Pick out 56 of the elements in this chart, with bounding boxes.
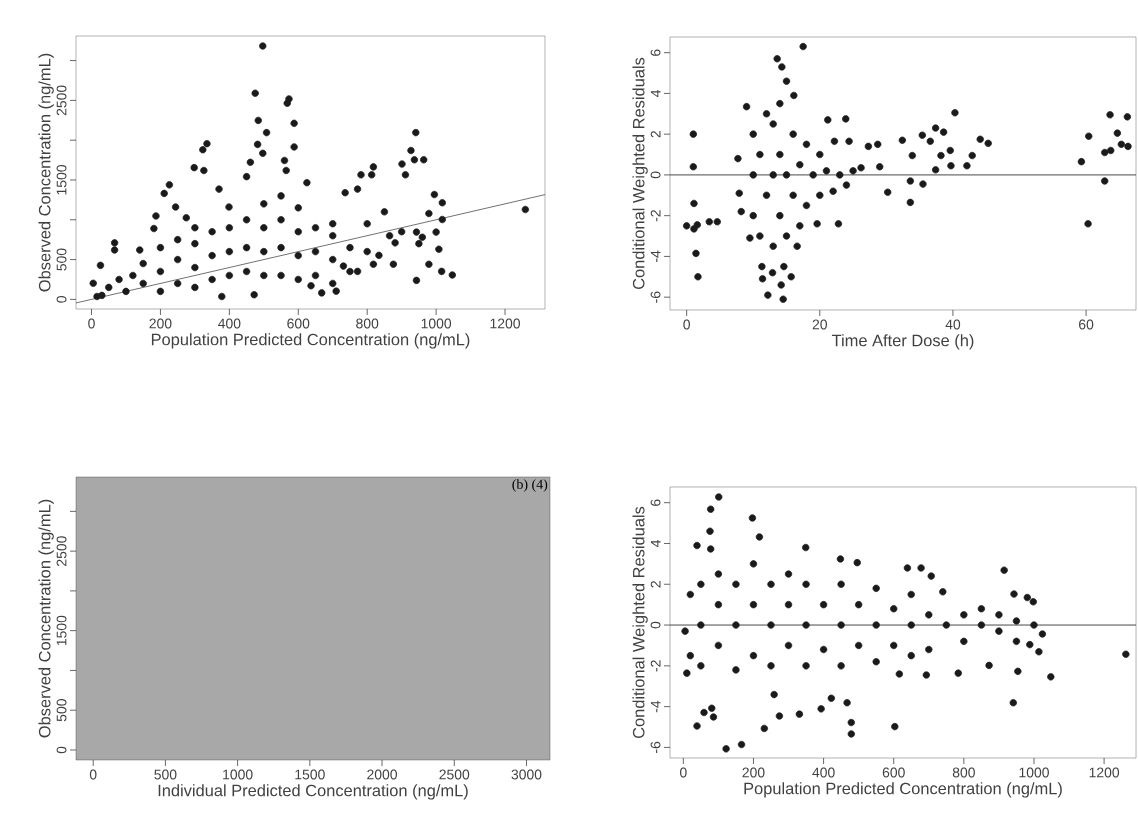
y-tick-label: 0 [56, 746, 67, 754]
x-tick-label: 3000 [511, 769, 542, 780]
x-tick-label: 60 [1079, 319, 1094, 330]
y-tick-label: -2 [650, 210, 661, 222]
y-tick-label: 0 [650, 621, 661, 629]
x-tick-label: 400 [812, 767, 835, 778]
y-tick-label: 0 [56, 296, 67, 303]
x-tick-label: 1000 [1019, 767, 1049, 778]
y-tick-label: 0 [650, 171, 661, 179]
y-tick-label: 4 [650, 540, 661, 548]
y-tick-label: 2 [650, 581, 661, 588]
y-tick-label: -4 [650, 700, 661, 713]
x-tick-label: 1200 [1089, 767, 1120, 778]
x-tick-label: 2500 [439, 769, 470, 780]
x-tick-label: 200 [149, 318, 172, 329]
y-tick-label: 1500 [56, 165, 67, 195]
x-tick-label: 1500 [295, 769, 325, 780]
x-axis-title: Population Predicted Concentration (ng/mL) [744, 782, 1062, 798]
x-tick-label: 400 [218, 318, 241, 329]
x-tick-label: 40 [945, 319, 961, 330]
y-tick-label: 6 [650, 49, 661, 56]
x-tick-label: 0 [89, 769, 97, 780]
y-tick-label: 2 [650, 130, 661, 138]
x-tick-label: 200 [742, 767, 765, 778]
x-tick-label: 500 [154, 769, 177, 780]
annotation: (b) (4) [512, 479, 548, 492]
y-tick-label: -4 [650, 250, 661, 262]
y-tick-label: 500 [56, 248, 67, 271]
y-axis-title: Conditional Weighted Residuals [632, 57, 648, 290]
y-axis-title: Observed Concentration (ng/mL) [38, 53, 54, 292]
x-tick-label: 0 [683, 319, 690, 330]
x-tick-label: 600 [287, 318, 310, 329]
x-tick-label: 0 [680, 767, 687, 778]
y-axis-title: Conditional Weighted Residuals [632, 506, 648, 739]
x-tick-label: 800 [952, 767, 975, 778]
y-tick-label: -6 [650, 741, 661, 753]
y-tick-label: 4 [650, 89, 661, 97]
x-tick-label: 1200 [490, 318, 520, 329]
x-tick-label: 20 [812, 319, 828, 330]
x-tick-label: 0 [88, 318, 95, 329]
y-tick-label: 2500 [56, 85, 67, 116]
x-axis-title: Population Predicted Concentration (ng/mL) [151, 333, 470, 349]
x-tick-label: 600 [882, 767, 905, 778]
y-tick-label: -2 [650, 660, 661, 672]
y-axis-title: Observed Concentration (ng/mL) [38, 499, 54, 738]
x-tick-label: 2000 [367, 769, 398, 780]
y-tick-label: 2500 [56, 536, 67, 566]
x-tick-label: 800 [356, 318, 379, 329]
x-tick-label: 1000 [223, 769, 253, 780]
y-tick-label: 1500 [56, 615, 67, 646]
y-tick-label: -6 [650, 291, 661, 303]
x-tick-label: 1000 [421, 318, 452, 329]
x-axis-title: Time After Dose (h) [831, 334, 974, 350]
y-tick-label: 500 [56, 699, 67, 722]
y-tick-label: 6 [650, 499, 661, 506]
x-axis-title: Individual Predicted Concentration (ng/mL) [158, 784, 468, 800]
